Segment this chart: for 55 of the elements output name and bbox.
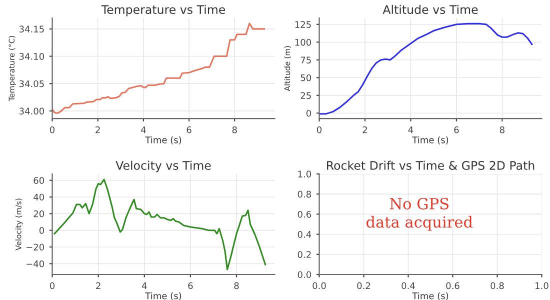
x-tick-label: 6	[454, 126, 459, 134]
x-tick-label: 0.4	[402, 282, 415, 290]
x-tick-label: 0.2	[357, 282, 370, 290]
y-tick-label: 0	[39, 227, 44, 234]
x-tick-label: 4	[408, 126, 414, 134]
y-tick-label: 0	[306, 110, 312, 117]
chart-title: Rocket Drift vs Time & GPS 2D Path	[327, 160, 534, 170]
y-tick-label: 20	[34, 210, 44, 218]
x-axis-title: Time (s)	[145, 292, 182, 300]
y-tick-label: 50	[300, 74, 312, 82]
x-axis-title: Time (s)	[412, 292, 448, 300]
x-tick-label: 6	[188, 282, 193, 290]
line-series	[54, 178, 266, 270]
y-tick-label: 0.0	[298, 271, 312, 278]
x-tick-label: 0.6	[446, 282, 460, 290]
x-tick-label: 2	[96, 282, 100, 289]
x-tick-label: 0.0	[312, 282, 326, 290]
chart-title: Altitude vs Time	[382, 4, 478, 14]
y-tick-label: 100	[295, 38, 312, 46]
y-tick-label: 0.4	[298, 230, 312, 238]
y-tick-label: −20	[26, 244, 44, 251]
annotation: No GPS data acquired	[366, 198, 473, 231]
x-tick-label: 0.8	[490, 282, 504, 290]
chart-title: Temperature vs Time	[101, 4, 226, 16]
y-tick-label: 0.2	[298, 251, 311, 258]
x-tick-label: 8	[232, 126, 237, 134]
x-tick-label: 8	[500, 126, 504, 134]
x-tick-label: 2	[362, 126, 367, 134]
y-tick-label: 34.15	[19, 26, 44, 32]
y-tick-label: 0.6	[298, 210, 312, 218]
y-tick-label: 75	[300, 56, 311, 64]
y-tick-label: −40	[26, 260, 44, 268]
x-tick-label: 8	[234, 282, 239, 290]
y-tick-label: 1.0	[298, 170, 312, 178]
y-tick-label: 125	[295, 21, 311, 28]
y-tick-label: 60	[34, 177, 44, 184]
x-axis-title: Time (s)	[412, 136, 448, 144]
x-axis-title: Time (s)	[145, 136, 182, 144]
y-tick-label: 34.05	[19, 80, 44, 88]
line-series	[319, 22, 533, 115]
line-series	[52, 22, 266, 114]
y-tick-label: 34.00	[19, 108, 44, 114]
x-tick-label: 4	[142, 282, 147, 289]
y-tick-label: 34.10	[19, 52, 44, 60]
x-tick-label: 0	[50, 126, 55, 134]
x-tick-label: 4	[141, 126, 146, 134]
x-tick-label: 0	[50, 282, 55, 290]
y-tick-label: 0.8	[298, 190, 311, 198]
x-tick-label: 2	[96, 126, 100, 134]
x-tick-label: 6	[186, 126, 192, 134]
y-tick-label: 25	[300, 92, 311, 99]
y-tick-label: 40	[34, 194, 44, 201]
x-tick-label: 1.0	[536, 282, 548, 290]
x-tick-label: 0	[316, 126, 322, 134]
chart-title: Velocity vs Time	[116, 160, 211, 172]
